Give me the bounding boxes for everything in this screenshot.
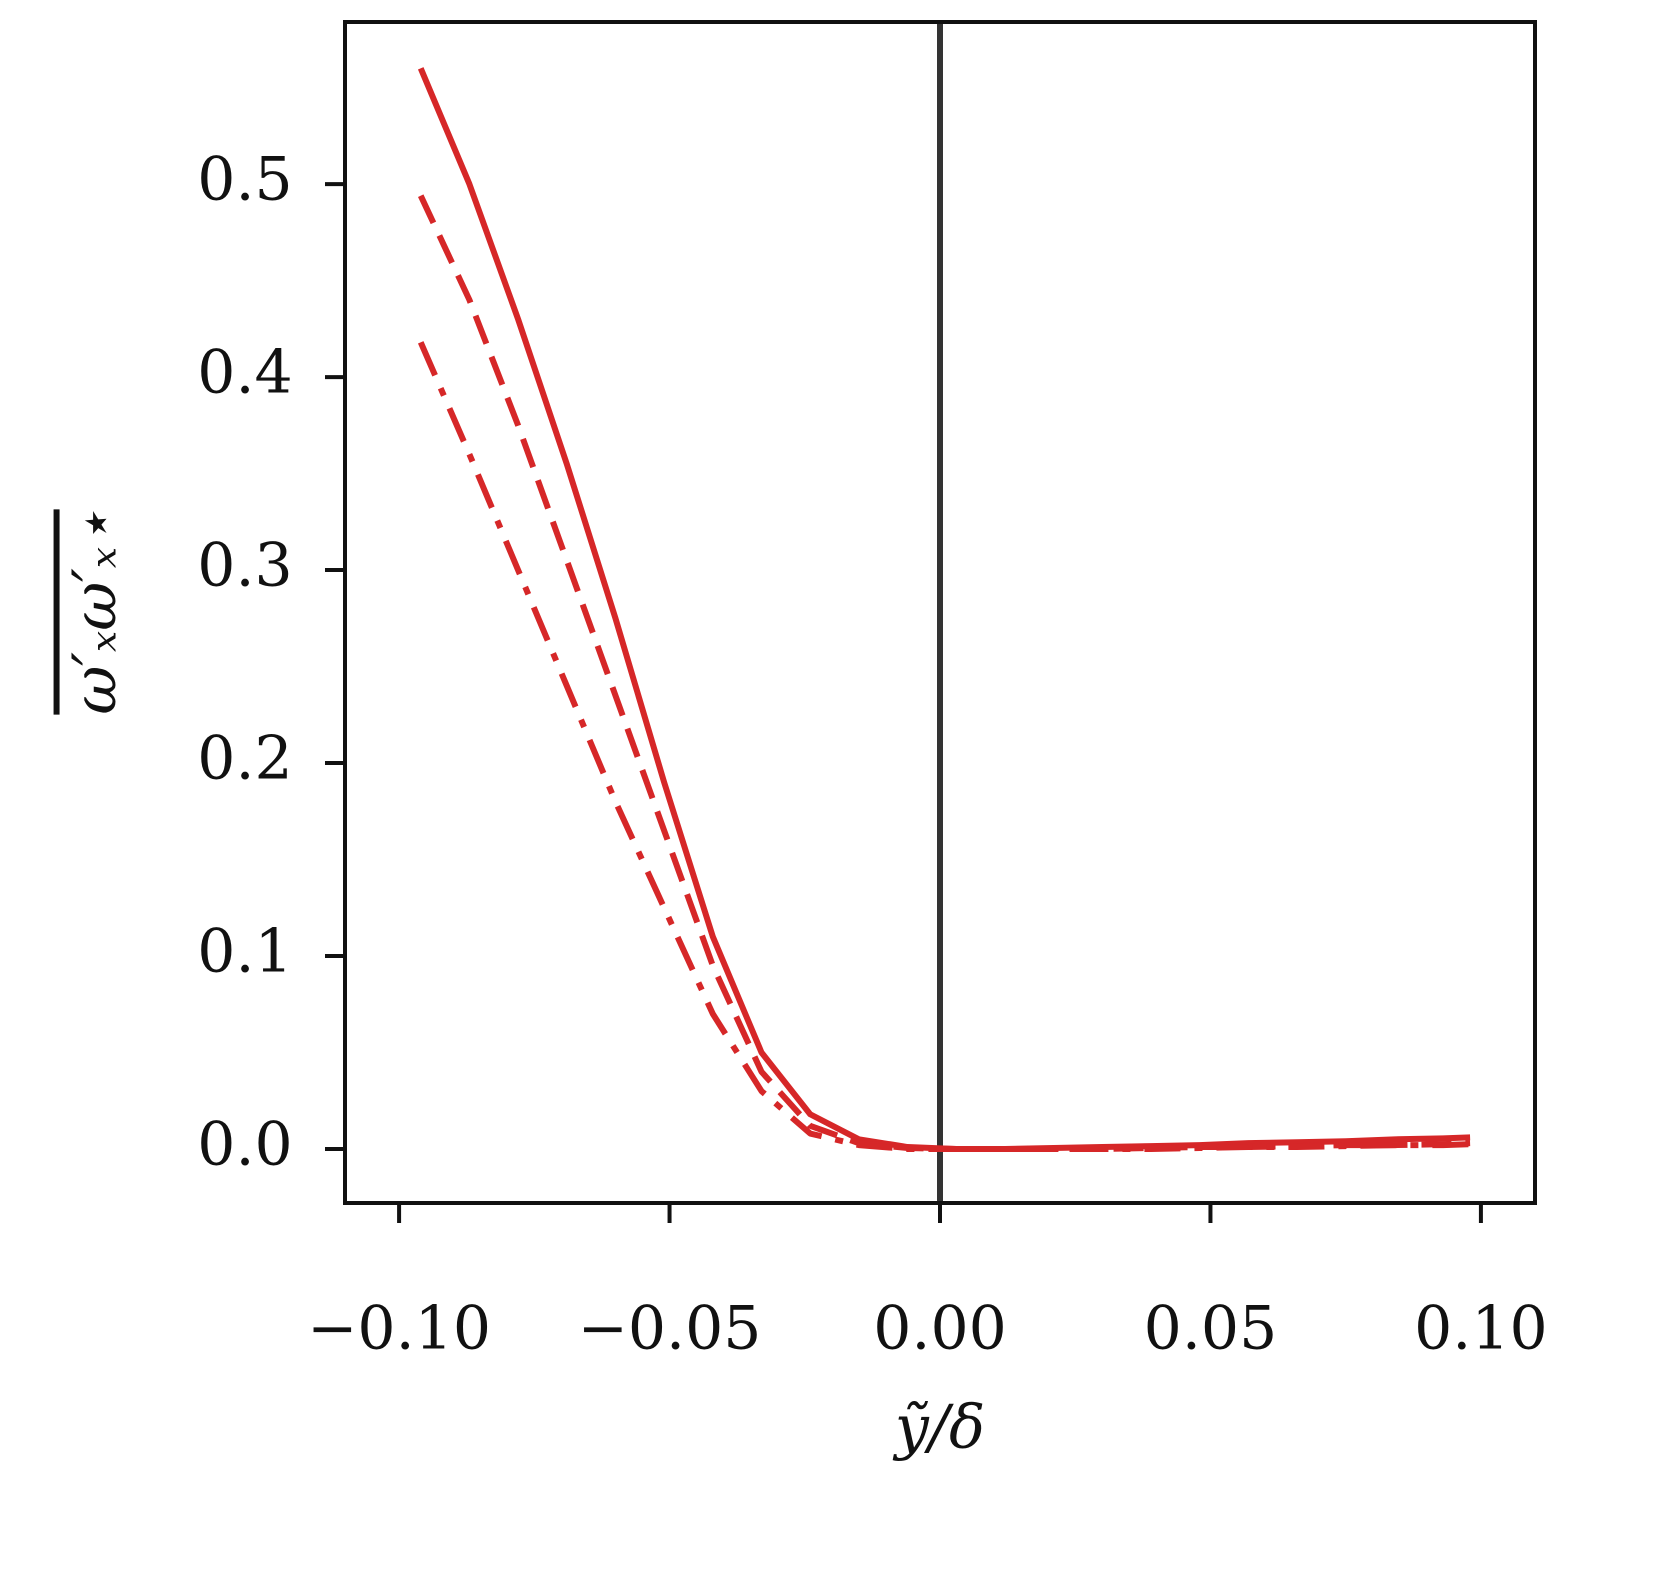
y-tick-label: 0.2 (197, 724, 292, 794)
plot-frame (343, 20, 1537, 1205)
x-tick-label: −0.05 (578, 1294, 762, 1364)
x-tick-label: 0.00 (873, 1294, 1007, 1364)
y-tick-label: 0.0 (197, 1110, 292, 1180)
y-tick-label: 0.5 (197, 145, 292, 215)
x-tick-label: 0.05 (1144, 1294, 1278, 1364)
data-line (417, 67, 1471, 1152)
y-tick-label: 0.1 (197, 917, 292, 987)
x-tick-label: 0.10 (1414, 1294, 1548, 1364)
x-tick-label: −0.10 (307, 1294, 491, 1364)
y-tick-label: 0.4 (197, 338, 292, 408)
y-axis-label: ω′ₓω′ₓ⋆ (61, 509, 131, 714)
x-axis-label: ỹ/δ (892, 1393, 985, 1463)
data-line (417, 341, 1471, 1152)
y-tick-label: 0.3 (197, 531, 292, 601)
data-line (418, 194, 1471, 1152)
